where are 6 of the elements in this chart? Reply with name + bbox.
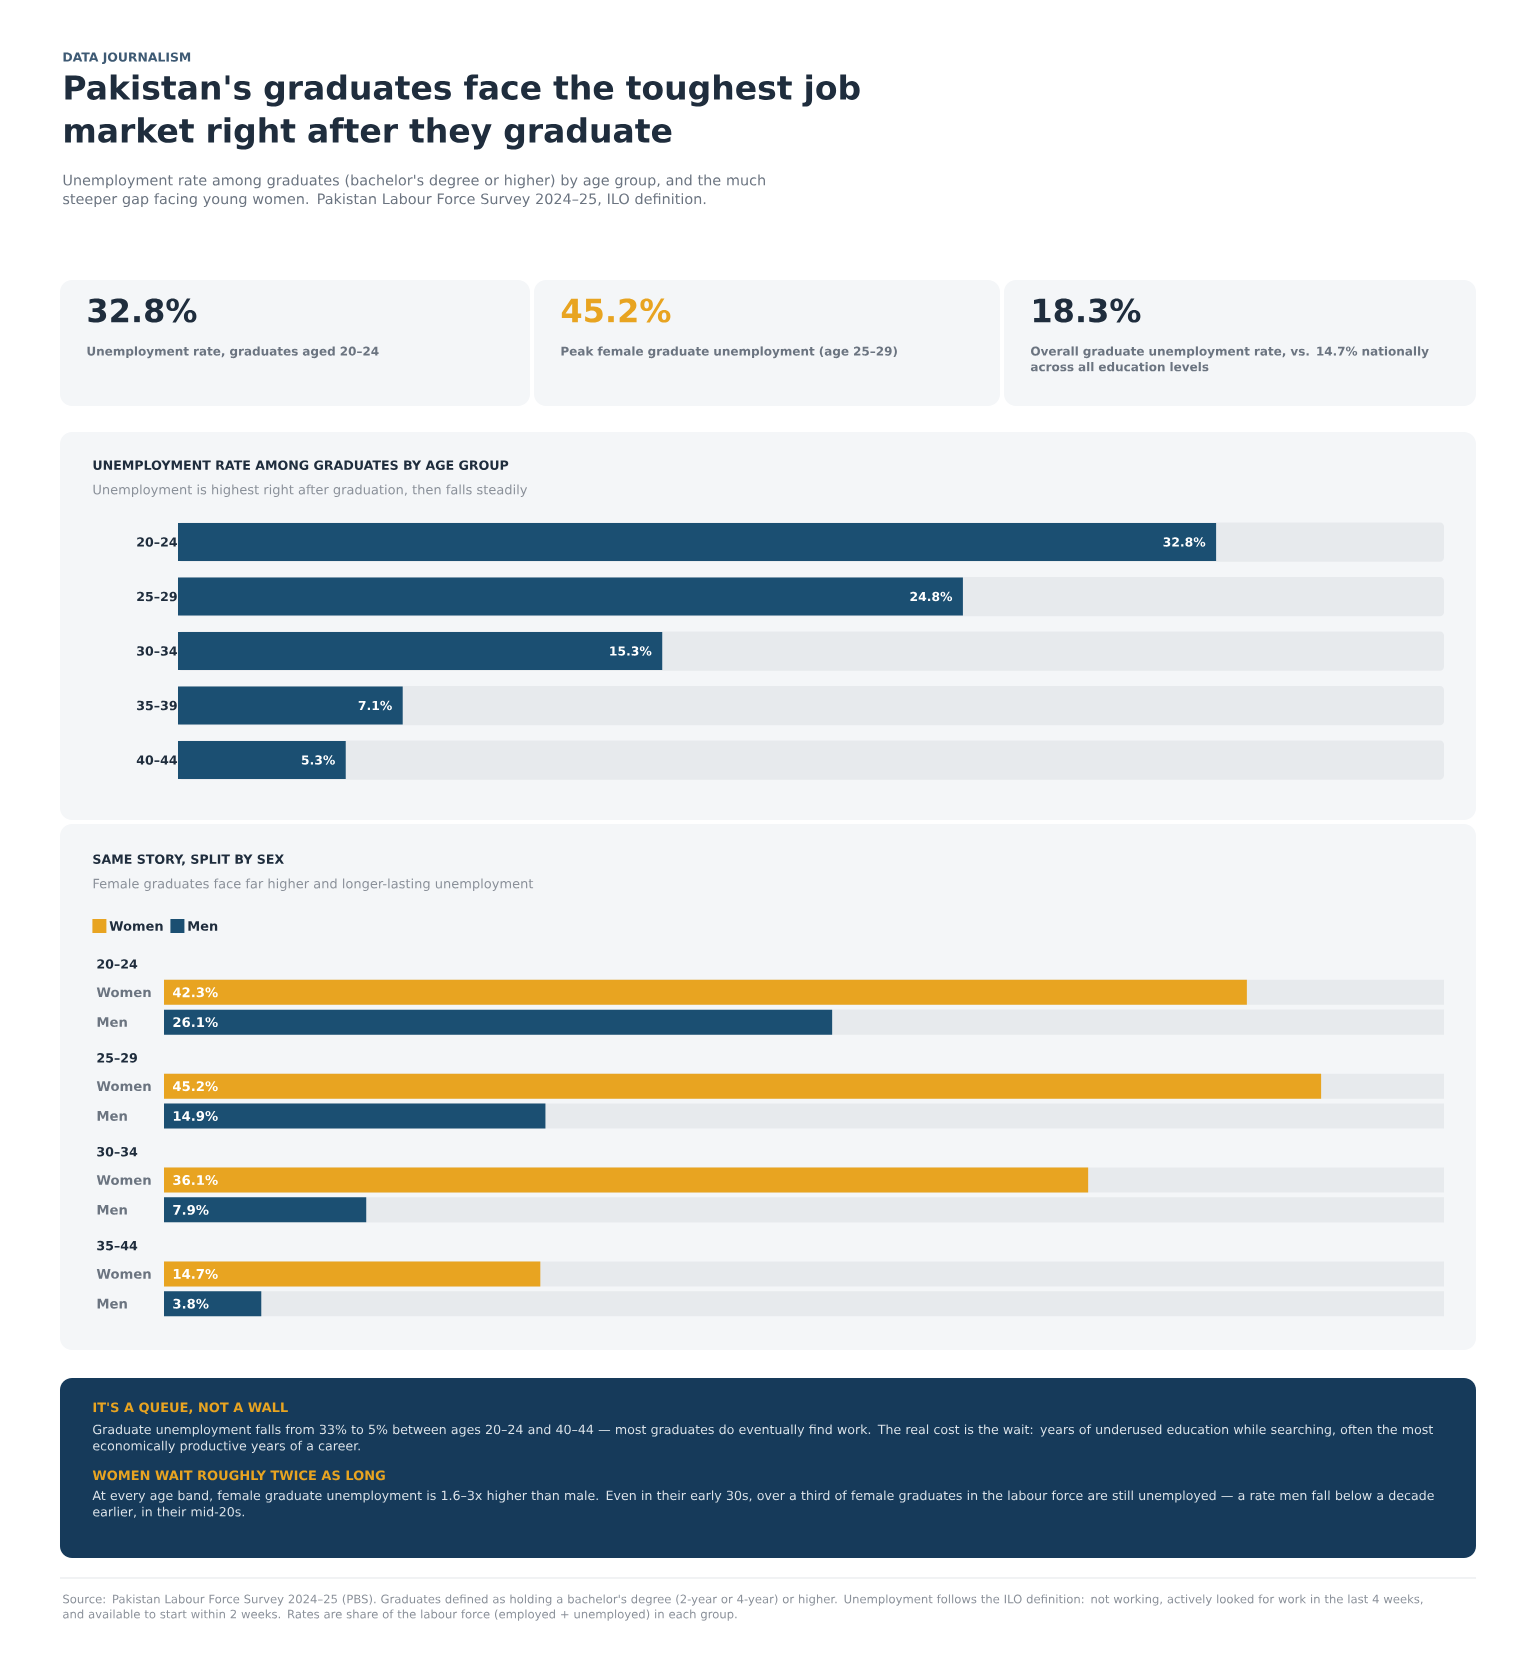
bar [178,741,346,780]
text: Pakistan's graduates face the toughest job market right after they graduate [65,74,860,150]
text: 18.3% [1034,298,1141,323]
text: 32.8% [88,298,197,323]
text: 45.2% [561,298,671,323]
bar [178,686,403,725]
